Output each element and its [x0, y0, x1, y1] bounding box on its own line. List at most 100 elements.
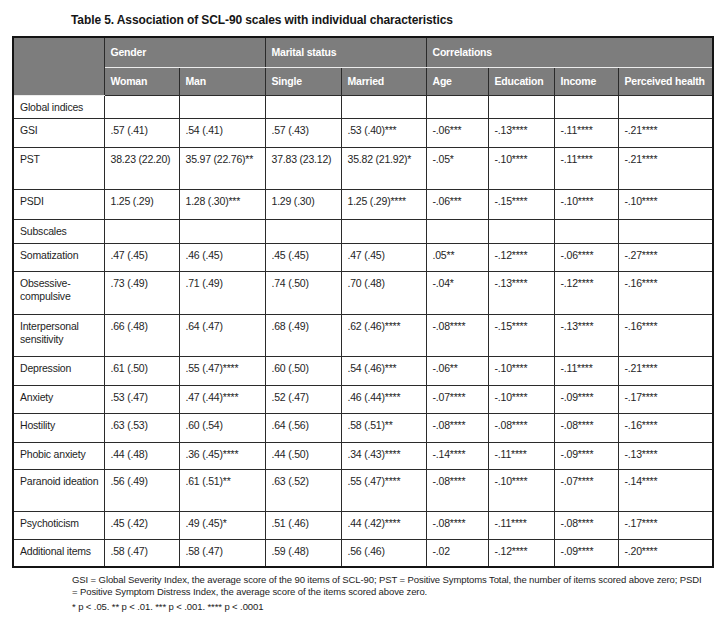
data-cell: .53 (.40)***: [341, 118, 426, 147]
section-row: Global indices: [13, 95, 713, 118]
data-cell: .45 (.42): [104, 511, 179, 539]
data-cell: -.09****: [554, 539, 618, 567]
data-cell: .46 (.44)****: [341, 385, 426, 413]
data-cell: -.08****: [554, 413, 618, 442]
table-row: Hostility.63 (.53).60 (.54).64 (.56).58 …: [13, 413, 713, 442]
data-cell: -.21****: [618, 147, 713, 189]
data-cell: -.16****: [618, 413, 713, 442]
data-cell: .36 (.45)****: [179, 442, 265, 469]
data-cell: -.02: [426, 539, 488, 567]
data-cell: 38.23 (22.20): [104, 147, 179, 189]
data-cell: -.10****: [488, 469, 554, 511]
data-cell: .46 (.45): [179, 243, 265, 271]
data-cell: .53 (.47): [104, 385, 179, 413]
row-label: PSDI: [13, 189, 104, 219]
data-cell: .61 (.50): [104, 356, 179, 385]
data-cell: [104, 95, 179, 118]
data-cell: -.07****: [554, 469, 618, 511]
data-cell: .47 (.45): [341, 243, 426, 271]
data-cell: .34 (.43)****: [341, 442, 426, 469]
data-cell: .58 (.47): [179, 539, 265, 567]
data-cell: -.13****: [488, 271, 554, 314]
data-cell: -.06***: [426, 118, 488, 147]
scl90-association-table: Gender Marital status Correlations Woman…: [12, 36, 714, 568]
data-cell: 1.28 (.30)***: [179, 189, 265, 219]
table-row: Depression.61 (.50).55 (.47)****.60 (.50…: [13, 356, 713, 385]
col-header-age: Age: [426, 67, 488, 95]
data-cell: .49 (.45)*: [179, 511, 265, 539]
data-cell: -.20****: [618, 539, 713, 567]
data-cell: -.12****: [488, 539, 554, 567]
table-row: Additional items.58 (.47).58 (.47).59 (.…: [13, 539, 713, 567]
table-row: Psychoticism.45 (.42).49 (.45)*.51 (.46)…: [13, 511, 713, 539]
data-cell: -.09****: [554, 385, 618, 413]
significance-footnote: * p < .05. ** p < .01. *** p < .001. ***…: [72, 601, 704, 612]
data-cell: -.11****: [488, 511, 554, 539]
data-cell: .58 (.51)**: [341, 413, 426, 442]
page: Table 5. Association of SCL-90 scales wi…: [0, 0, 724, 622]
data-cell: 1.25 (.29): [104, 189, 179, 219]
data-cell: .05**: [426, 243, 488, 271]
data-cell: -.13****: [618, 442, 713, 469]
data-cell: -.10****: [488, 147, 554, 189]
data-cell: .73 (.49): [104, 271, 179, 314]
data-cell: -.06**: [426, 356, 488, 385]
data-cell: -.08****: [426, 413, 488, 442]
data-cell: -.21****: [618, 356, 713, 385]
data-cell: -.09****: [554, 442, 618, 469]
table-body: Global indicesGSI.57 (.41).54 (.41).57 (…: [13, 95, 713, 567]
data-cell: .74 (.50): [265, 271, 341, 314]
data-cell: .56 (.49): [104, 469, 179, 511]
data-cell: 1.25 (.29)****: [341, 189, 426, 219]
data-cell: -.08****: [554, 511, 618, 539]
data-cell: [426, 95, 488, 118]
row-label: Interpersonal sensitivity: [13, 314, 104, 356]
row-label: Additional items: [13, 539, 104, 567]
data-cell: -.11****: [488, 442, 554, 469]
data-cell: -.12****: [488, 243, 554, 271]
table-row: Obsessive-compulsive.73 (.49).71 (.49).7…: [13, 271, 713, 314]
data-cell: -.06****: [554, 243, 618, 271]
col-header-single: Single: [265, 67, 341, 95]
data-cell: .54 (.46)***: [341, 356, 426, 385]
data-cell: .60 (.50): [265, 356, 341, 385]
table-container: Gender Marital status Correlations Woman…: [12, 36, 714, 568]
table-title: Table 5. Association of SCL-90 scales wi…: [71, 13, 453, 27]
data-cell: -.10****: [554, 189, 618, 219]
data-cell: .60 (.54): [179, 413, 265, 442]
data-cell: .64 (.56): [265, 413, 341, 442]
row-label: Obsessive-compulsive: [13, 271, 104, 314]
data-cell: .47 (.44)****: [179, 385, 265, 413]
row-label: Somatization: [13, 243, 104, 271]
group-header-correlations: Correlations: [426, 37, 713, 67]
col-header-education: Education: [488, 67, 554, 95]
data-cell: -.08****: [488, 413, 554, 442]
section-label: Global indices: [13, 95, 104, 118]
data-cell: -.15****: [488, 189, 554, 219]
data-cell: .71 (.49): [179, 271, 265, 314]
data-cell: .70 (.48): [341, 271, 426, 314]
data-cell: [488, 219, 554, 243]
data-cell: [341, 219, 426, 243]
data-cell: .55 (.47)****: [341, 469, 426, 511]
section-row: Subscales: [13, 219, 713, 243]
col-header-man: Man: [179, 67, 265, 95]
row-label: Paranoid ideation: [13, 469, 104, 511]
data-cell: .47 (.45): [104, 243, 179, 271]
data-cell: .54 (.41): [179, 118, 265, 147]
data-cell: .59 (.48): [265, 539, 341, 567]
data-cell: -.10****: [488, 356, 554, 385]
data-cell: .52 (.47): [265, 385, 341, 413]
data-cell: [554, 219, 618, 243]
data-cell: -.16****: [618, 271, 713, 314]
data-cell: .68 (.49): [265, 314, 341, 356]
data-cell: .62 (.46)****: [341, 314, 426, 356]
table-row: Paranoid ideation.56 (.49).61 (.51)**.63…: [13, 469, 713, 511]
data-cell: 1.29 (.30): [265, 189, 341, 219]
data-cell: -.17****: [618, 385, 713, 413]
data-cell: -.11****: [554, 147, 618, 189]
row-label: PST: [13, 147, 104, 189]
row-label: Hostility: [13, 413, 104, 442]
data-cell: .44 (.50): [265, 442, 341, 469]
data-cell: [554, 95, 618, 118]
